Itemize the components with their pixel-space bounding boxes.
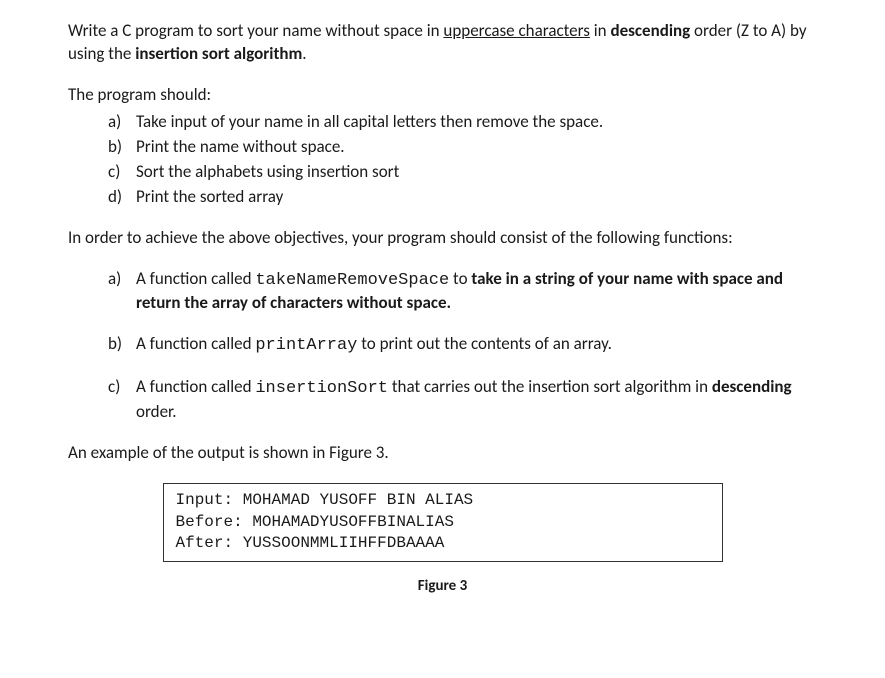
should-item-c: Sort the alphabets using insertion sort [108, 161, 817, 184]
func-c-pre: A function called [136, 376, 255, 397]
functions-list: A function called takeNameRemoveSpace to… [68, 268, 817, 425]
functions-intro: In order to achieve the above objectives… [68, 227, 817, 250]
func-c-bold: descending [712, 376, 792, 397]
program-should-list: Take input of your name in all capital l… [68, 111, 817, 209]
output-line-before: Before: MOHAMADYUSOFFBINALIAS [176, 512, 710, 534]
function-item-b: A function called printArray to print ou… [108, 333, 817, 358]
intro-underlined: uppercase characters [443, 20, 590, 41]
figure-caption: Figure 3 [68, 576, 817, 596]
example-label: An example of the output is shown in Fig… [68, 442, 817, 465]
should-item-d: Print the sorted array [108, 186, 817, 209]
func-b-pre: A function called [136, 333, 255, 354]
func-a-code: takeNameRemoveSpace [255, 271, 449, 290]
func-a-pre: A function called [136, 268, 255, 289]
output-line-after: After: YUSSOONMMLIIHFFDBAAAA [176, 533, 710, 555]
output-box: Input: MOHAMAD YUSOFF BIN ALIAS Before: … [163, 483, 723, 562]
should-item-a: Take input of your name in all capital l… [108, 111, 817, 134]
should-item-b: Print the name without space. [108, 136, 817, 159]
function-item-a: A function called takeNameRemoveSpace to… [108, 268, 817, 316]
func-c-post: that carries out the insertion sort algo… [388, 376, 712, 397]
func-b-post: to print out the contents of an array. [357, 333, 612, 354]
func-a-post: to [449, 268, 471, 289]
func-c-after: order. [136, 401, 177, 422]
intro-bold-algorithm: insertion sort algorithm [135, 43, 302, 64]
intro-mid: in [590, 20, 611, 41]
func-c-code: insertionSort [255, 379, 388, 398]
intro-end: . [302, 43, 306, 64]
output-line-input: Input: MOHAMAD YUSOFF BIN ALIAS [176, 490, 710, 512]
func-b-code: printArray [255, 336, 357, 355]
intro-paragraph: Write a C program to sort your name with… [68, 20, 817, 66]
program-should-label: The program should: [68, 84, 817, 107]
intro-prefix: Write a C program to sort your name with… [68, 20, 443, 41]
intro-bold-descending: descending [610, 20, 690, 41]
function-item-c: A function called insertionSort that car… [108, 376, 817, 424]
